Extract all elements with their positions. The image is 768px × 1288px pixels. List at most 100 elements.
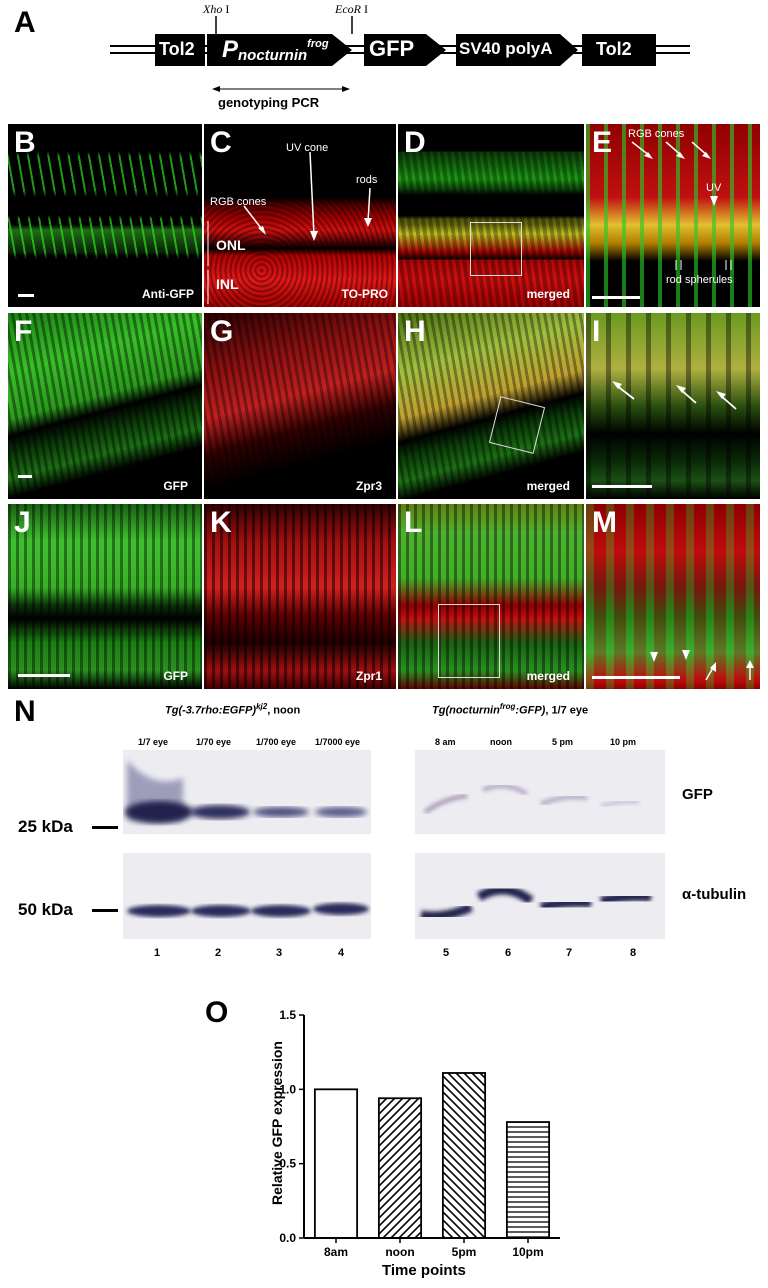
chart-o: 8am noon 5pm 10pm 0.0 0.5 1.0 1.5 [279,1008,560,1259]
panel-label-i: I [592,315,601,348]
stain-label-j: GFP [163,669,188,683]
panel-label-m: M [592,506,617,539]
annotation-arrows-i [612,381,737,410]
y-tick-label-3: 1.5 [279,1008,296,1022]
lane-number-6: 6 [505,947,512,959]
polya-label: SV40 polyA [459,39,553,58]
tol2-right-label: Tol2 [596,39,632,59]
lane-number-3: 3 [276,947,283,959]
blot-tubulin-left [123,853,371,939]
promoter-p: P [222,36,239,63]
x-tick-label-5pm: 5pm [452,1245,477,1259]
tol2-right-box [582,34,656,66]
panel-label-l: L [404,506,423,539]
panel-label-e: E [592,126,613,159]
lane-number-5: 5 [443,947,450,959]
blot-right-title-mid: :GFP) [515,704,546,717]
rod-spherules-label: rod spherules [666,274,733,286]
panel-label-o: O [205,996,229,1029]
tol2-left-box [155,34,205,66]
panel-label-g: G [210,315,234,348]
lane-label-8: 10 pm [610,737,637,747]
onl-label: ONL [216,237,246,253]
blot-right-title-sup: frog [499,702,516,711]
scale-bar-m [592,676,680,679]
panel-label-f: F [14,315,33,348]
blot-gfp-left [123,750,371,834]
lane-label-6: noon [490,737,512,747]
uv-label-e: UV [706,182,722,194]
micrograph-e: E RGB cones UV rod spherules [586,124,760,307]
ecor-num: I [364,2,368,16]
blot-gfp-right [415,750,665,834]
panel-label-a: A [14,6,36,39]
blot-right-title-main: Tg(nocturnin [432,704,500,717]
stain-label-h: merged [526,479,570,493]
bar-noon [377,1097,423,1239]
chart-o-ylabel: Relative GFP expression [269,1041,285,1205]
micrograph-d: D merged [398,124,584,307]
promoter-sup: frog [307,37,329,50]
stain-label-g: Zpr3 [355,479,382,493]
marker-50kda-bar [92,909,118,912]
bar-10pm [505,1121,551,1239]
scale-bar-f [18,475,32,478]
uv-cone-label-c: UV cone [286,142,329,154]
lane-number-1: 1 [154,947,161,959]
marker-50kda: 50 kDa [18,900,73,919]
blot-right-title-tail: , 1/7 eye [545,704,589,717]
xho-num: I [225,2,230,16]
x-tick-label-8am: 8am [324,1245,348,1259]
bar-5pm [441,1072,487,1239]
scale-bar-j [18,674,70,677]
micrograph-m: M [586,504,760,689]
x-tick-label-10pm: 10pm [512,1245,543,1259]
micrograph-g: G Zpr3 [204,313,396,499]
zoom-box-d [470,222,522,276]
y-tick-label-1: 0.5 [279,1157,296,1171]
micrograph-h: H merged [398,313,584,499]
y-tick-label-0: 0.0 [279,1231,296,1245]
x-tick-label-noon: noon [385,1245,414,1259]
panel-label-j: J [14,506,31,539]
scale-bar-i [592,485,652,488]
panel-label-b: B [14,126,36,159]
stain-label-l: merged [526,669,570,683]
blot-left-title: Tg(-3.7rho:EGFP)kj2, noon [165,702,300,717]
blot-tubulin-right [415,853,665,939]
blot-left-title-main: Tg(-3.7rho:EGFP) [165,704,257,717]
promoter-label: Pnocturninfrog [222,36,329,64]
panel-label-c: C [210,126,232,159]
tubulin-blot-label: α-tubulin [682,886,747,903]
blot-left-title-tail: , noon [267,704,301,717]
lane-number-2: 2 [215,947,222,959]
chart-o-xlabel: Time points [382,1262,466,1279]
stain-label-c: TO-PRO [341,287,388,301]
lane-label-1: 1/7 eye [138,737,169,747]
micrograph-l: L merged [398,504,584,689]
marker-25kda-bar [92,826,118,829]
xho-site-label: Xho I [203,2,229,17]
polya-arrow [456,34,578,66]
rgb-cones-label-e: RGB cones [628,128,685,140]
xho-text: Xho [203,2,223,16]
stain-label-f: GFP [163,479,188,493]
annotation-arrows-m [650,650,754,681]
lane-label-3: 1/700 eye [256,737,297,747]
inl-label: INL [216,276,239,292]
marker-25kda: 25 kDa [18,817,73,836]
lane-number-4: 4 [338,947,345,959]
scale-bar-e [592,296,640,299]
genotyping-pcr-label: genotyping PCR [218,95,320,110]
tol2-left-label: Tol2 [159,39,195,59]
gfp-blot-label: GFP [682,786,713,803]
lane-number-8: 8 [630,947,637,959]
gfp-construct-label: GFP [369,36,415,61]
ecor-site-label: EcoR I [335,2,368,17]
lane-label-2: 1/70 eye [196,737,232,747]
annotation-arrows-e [631,141,732,270]
construct-diagram [110,16,690,92]
lane-label-4: 1/7000 eye [315,737,361,747]
promoter-sub: nocturnin [238,47,308,64]
ecor-text: EcoR [335,2,361,16]
